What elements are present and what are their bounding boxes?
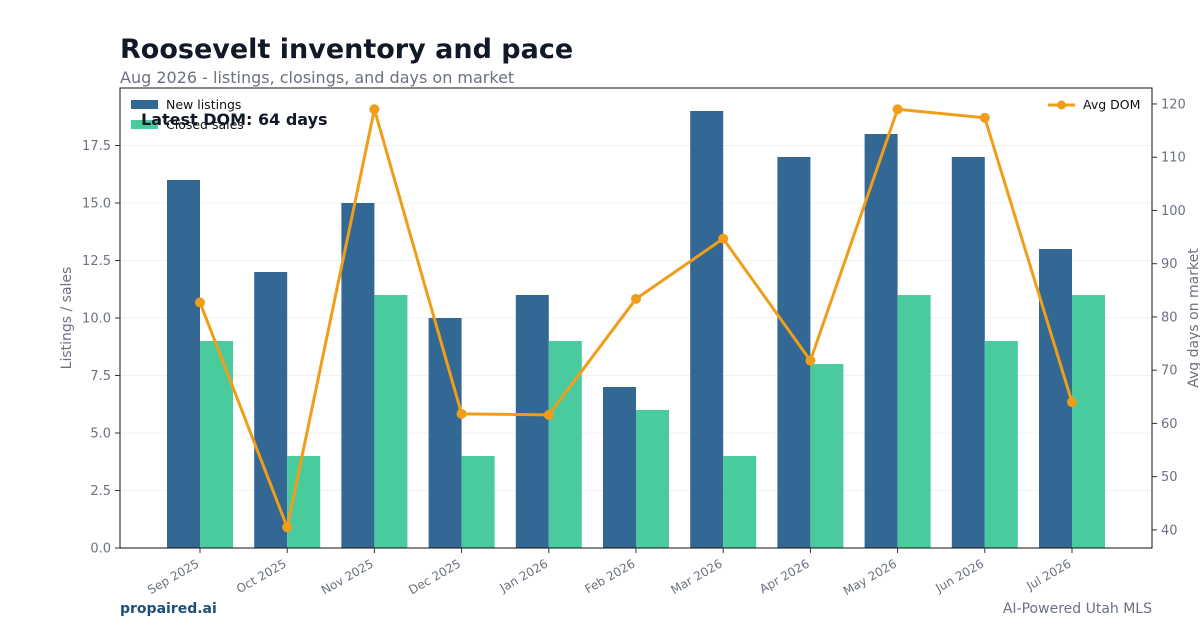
bar-new-listings xyxy=(515,295,549,548)
bar-closed-sales xyxy=(374,295,408,548)
legend-label-avg-dom: Avg DOM xyxy=(1083,97,1140,112)
y-tick-label: 5.0 xyxy=(90,427,111,442)
bar-closed-sales xyxy=(636,410,669,548)
bar-new-listings xyxy=(951,157,985,548)
y2-tick-label: 60 xyxy=(1161,417,1178,432)
latest-dom-annotation: Latest DOM: 64 days xyxy=(141,110,328,129)
avg-dom-point xyxy=(979,112,990,123)
bar-closed-sales xyxy=(461,456,495,548)
bar-new-listings xyxy=(167,180,200,548)
y2-tick-label: 70 xyxy=(1161,364,1178,379)
y2-tick-label: 90 xyxy=(1161,257,1178,272)
avg-dom-point xyxy=(1067,397,1077,408)
x-tick-label: Jul 2026 xyxy=(1023,556,1073,593)
y-tick-label: 2.5 xyxy=(90,484,111,499)
bar-closed-sales xyxy=(897,295,931,548)
y-axis-label: Listings / sales xyxy=(59,267,75,370)
x-tick-label: Mar 2026 xyxy=(668,556,724,597)
x-tick-label: Nov 2025 xyxy=(319,556,376,597)
x-tick-label: Dec 2025 xyxy=(406,556,463,597)
y-tick-label: 7.5 xyxy=(90,369,111,384)
x-tick-label: Jan 2026 xyxy=(497,556,551,595)
bar-new-listings xyxy=(690,111,724,548)
y2-tick-label: 110 xyxy=(1161,151,1186,166)
legend-label-new-listings: New listings xyxy=(166,97,241,112)
y2-axis-label: Avg days on market xyxy=(1186,248,1200,388)
avg-dom-point xyxy=(456,408,467,419)
x-tick-label: Jun 2026 xyxy=(932,556,986,595)
x-tick-label: Oct 2025 xyxy=(234,556,289,596)
avg-dom-point xyxy=(195,297,205,308)
avg-dom-point xyxy=(282,522,293,533)
avg-dom-point xyxy=(718,233,729,244)
y-tick-label: 17.5 xyxy=(82,139,111,154)
chart-subtitle: Aug 2026 - listings, closings, and days … xyxy=(120,68,515,87)
y2-tick-label: 40 xyxy=(1161,523,1178,538)
x-tick-label: May 2026 xyxy=(841,556,899,598)
bar-new-listings xyxy=(1039,249,1072,548)
chart-title: Roosevelt inventory and pace xyxy=(120,34,574,65)
y2-tick-label: 50 xyxy=(1161,470,1178,485)
avg-dom-point xyxy=(631,293,641,304)
y2-tick-label: 120 xyxy=(1161,97,1186,112)
legend-label-closed-sales: Closed sales xyxy=(166,117,244,132)
y-tick-label: 0.0 xyxy=(90,542,111,557)
bar-closed-sales xyxy=(984,341,1018,548)
brand-footer: propaired.ai xyxy=(120,601,217,617)
bar-new-listings xyxy=(864,134,898,548)
x-tick-label: Sep 2025 xyxy=(145,556,201,597)
legend-swatch-new-listings xyxy=(131,100,158,109)
y2-tick-label: 80 xyxy=(1161,310,1178,325)
bar-closed-sales xyxy=(1072,295,1105,548)
avg-dom-point xyxy=(892,104,903,115)
legend-marker-avg-dom xyxy=(1057,100,1066,110)
avg-dom-point xyxy=(369,104,380,115)
y-tick-label: 10.0 xyxy=(82,312,111,327)
legend-swatch-closed-sales xyxy=(131,120,158,129)
bar-closed-sales xyxy=(548,341,582,548)
y2-tick-label: 100 xyxy=(1161,204,1186,219)
x-tick-label: Feb 2026 xyxy=(582,556,637,596)
bar-new-listings xyxy=(341,203,375,548)
tagline-footer: AI-Powered Utah MLS xyxy=(1002,601,1152,617)
bar-closed-sales xyxy=(723,456,757,548)
avg-dom-point xyxy=(805,355,816,366)
y-tick-label: 12.5 xyxy=(82,254,111,269)
x-tick-label: Apr 2026 xyxy=(757,556,812,596)
y-tick-label: 15.0 xyxy=(82,197,111,212)
bar-new-listings xyxy=(254,272,288,548)
avg-dom-point xyxy=(543,409,554,420)
bar-closed-sales xyxy=(810,364,844,548)
bar-new-listings xyxy=(603,387,636,548)
